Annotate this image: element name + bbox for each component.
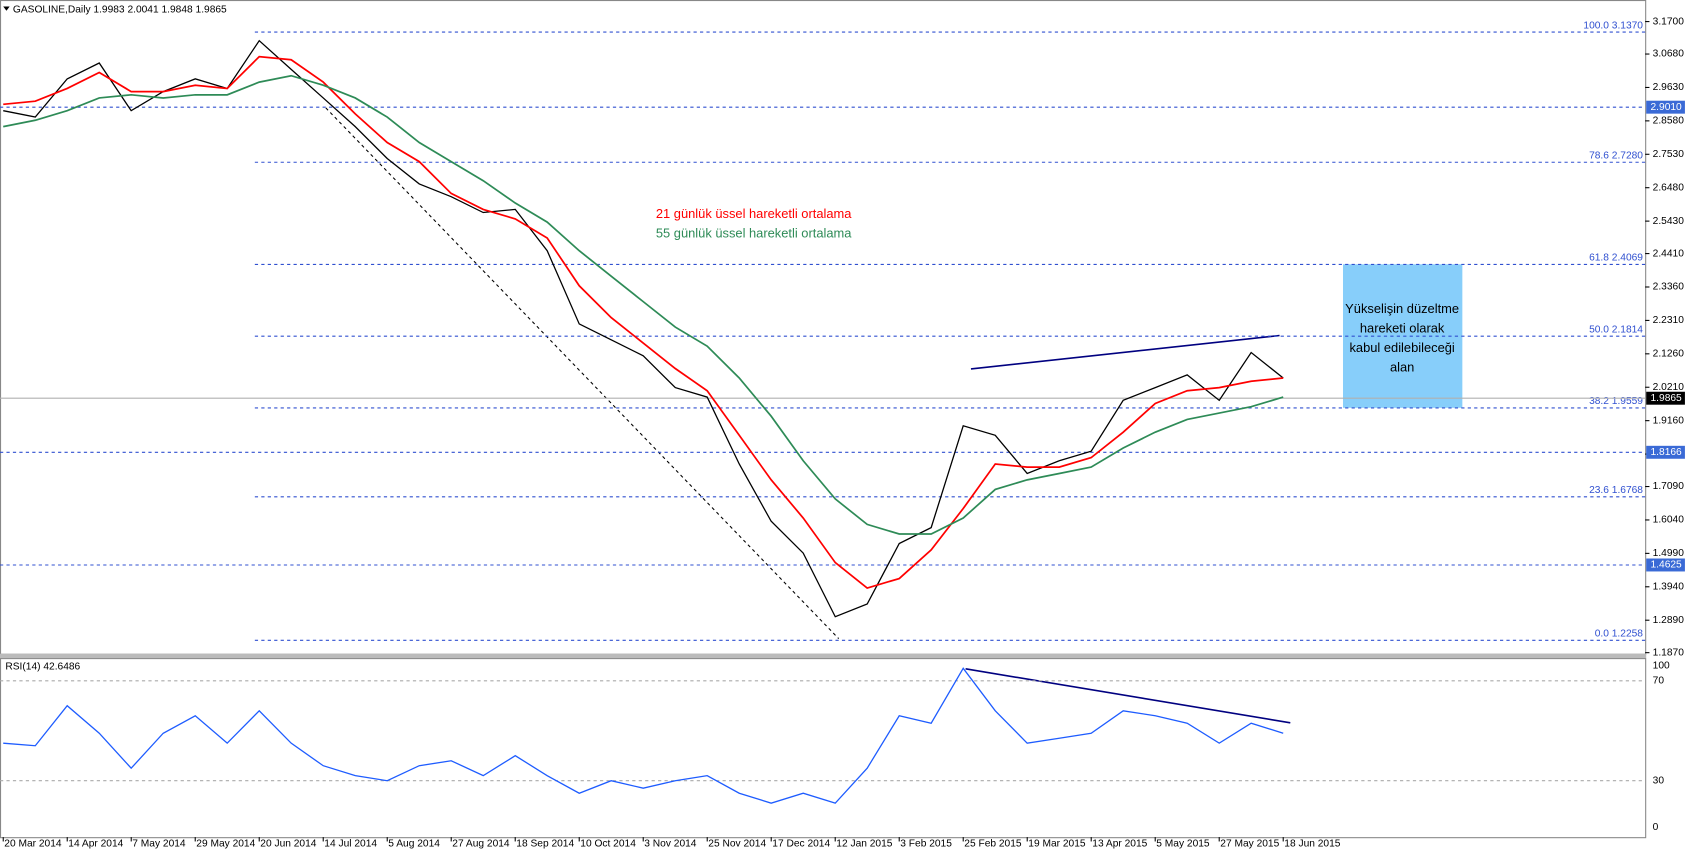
x-tick-label: 25 Nov 2014 [708, 838, 766, 849]
x-tick-label: 7 May 2014 [132, 838, 186, 849]
rsi-min-label: 0 [1653, 822, 1659, 833]
trend-line-dashed [325, 107, 840, 640]
zone-text: alan [1390, 359, 1414, 374]
x-tick-label: 20 Mar 2014 [4, 838, 62, 849]
rsi-tick-label: 70 [1653, 675, 1665, 686]
level-box [1646, 445, 1685, 459]
fib-label: 78.6 2.7280 [1589, 150, 1643, 161]
x-tick-label: 20 Jun 2014 [260, 838, 316, 849]
rsi-tick-label: 30 [1653, 775, 1665, 786]
zone-text: kabul edilebileceği [1349, 340, 1454, 355]
y-tick-label: 1.9160 [1653, 415, 1685, 426]
series-line [3, 55, 1284, 589]
fib-label: 0.0 1.2258 [1595, 629, 1644, 640]
legend-entry: 55 günlük üssel hareketli ortalama [656, 225, 852, 240]
y-tick-label: 2.0210 [1653, 382, 1685, 393]
x-tick-label: 27 May 2015 [1220, 838, 1279, 849]
level-box [1646, 558, 1685, 572]
zone-text: Yükselişin düzeltme [1345, 301, 1459, 316]
y-tick-label: 1.2890 [1653, 615, 1685, 626]
level-label: 1.8166 [1651, 447, 1683, 458]
x-tick-label: 3 Nov 2014 [644, 838, 696, 849]
y-tick-label: 1.3940 [1653, 581, 1685, 592]
y-tick-label: 2.4410 [1653, 248, 1685, 259]
x-tick-label: 10 Oct 2014 [580, 838, 636, 849]
y-tick-label: 2.1260 [1653, 349, 1685, 360]
y-tick-label: 1.4990 [1653, 548, 1685, 559]
x-tick-label: 13 Apr 2015 [1092, 838, 1147, 849]
series-line [3, 74, 1284, 535]
level-box [1646, 100, 1685, 114]
y-tick-label: 1.7090 [1653, 481, 1685, 492]
trend-line-price [970, 334, 1280, 370]
rsi-max-label: 100 [1653, 660, 1670, 671]
x-tick-label: 25 Feb 2015 [964, 838, 1022, 849]
y-tick-label: 3.1700 [1653, 16, 1685, 27]
x-tick-label: 3 Feb 2015 [900, 838, 952, 849]
trend-line-rsi [965, 668, 1291, 724]
x-tick-label: 5 Aug 2014 [388, 838, 440, 849]
series-line [3, 667, 1284, 804]
y-tick-label: 3.0680 [1653, 49, 1685, 60]
y-tick-label: 2.7530 [1653, 149, 1685, 160]
x-tick-label: 27 Aug 2014 [452, 838, 510, 849]
y-tick-label: 1.6040 [1653, 515, 1685, 526]
x-tick-label: 18 Jun 2015 [1284, 838, 1340, 849]
x-tick-label: 5 May 2015 [1156, 838, 1210, 849]
fib-label: 100.0 3.1370 [1583, 20, 1643, 31]
level-label: 1.4625 [1651, 560, 1683, 571]
y-tick-label: 2.6480 [1653, 182, 1685, 193]
y-tick-label: 2.2310 [1653, 315, 1685, 326]
x-tick-label: 29 May 2014 [196, 838, 255, 849]
pane-separator [0, 653, 1647, 659]
y-tick-label: 2.3360 [1653, 282, 1685, 293]
x-tick-label: 18 Sep 2014 [516, 838, 574, 849]
header-icon [3, 6, 10, 11]
x-tick-label: 19 Mar 2015 [1028, 838, 1086, 849]
y-tick-label: 2.9630 [1653, 82, 1685, 93]
y-tick-label: 2.5430 [1653, 216, 1685, 227]
current-price-label: 1.9865 [1651, 393, 1683, 404]
x-tick-label: 17 Dec 2014 [772, 838, 830, 849]
fib-label: 61.8 2.4069 [1589, 253, 1643, 264]
y-tick-label: 1.1870 [1653, 647, 1685, 658]
current-price-box [1646, 391, 1685, 405]
x-tick-label: 12 Jan 2015 [836, 838, 892, 849]
header: GASOLINE,Daily 1.9983 2.0041 1.9848 1.98… [13, 4, 227, 15]
rsi-pane-frame [0, 658, 1647, 839]
rsi-title: RSI(14) 42.6486 [5, 661, 80, 672]
fib-label: 38.2 1.9559 [1589, 396, 1643, 407]
y-tick-label: 2.8580 [1653, 116, 1685, 127]
level-label: 2.9010 [1651, 102, 1683, 113]
series-line [3, 39, 1284, 618]
x-tick-label: 14 Jul 2014 [324, 838, 377, 849]
zone-text: hareketi olarak [1360, 320, 1445, 335]
fib-label: 23.6 1.6768 [1589, 485, 1643, 496]
x-tick-label: 14 Apr 2014 [68, 838, 123, 849]
legend-entry: 21 günlük üssel hareketli ortalama [656, 206, 852, 221]
fib-label: 50.0 2.1814 [1589, 324, 1643, 335]
